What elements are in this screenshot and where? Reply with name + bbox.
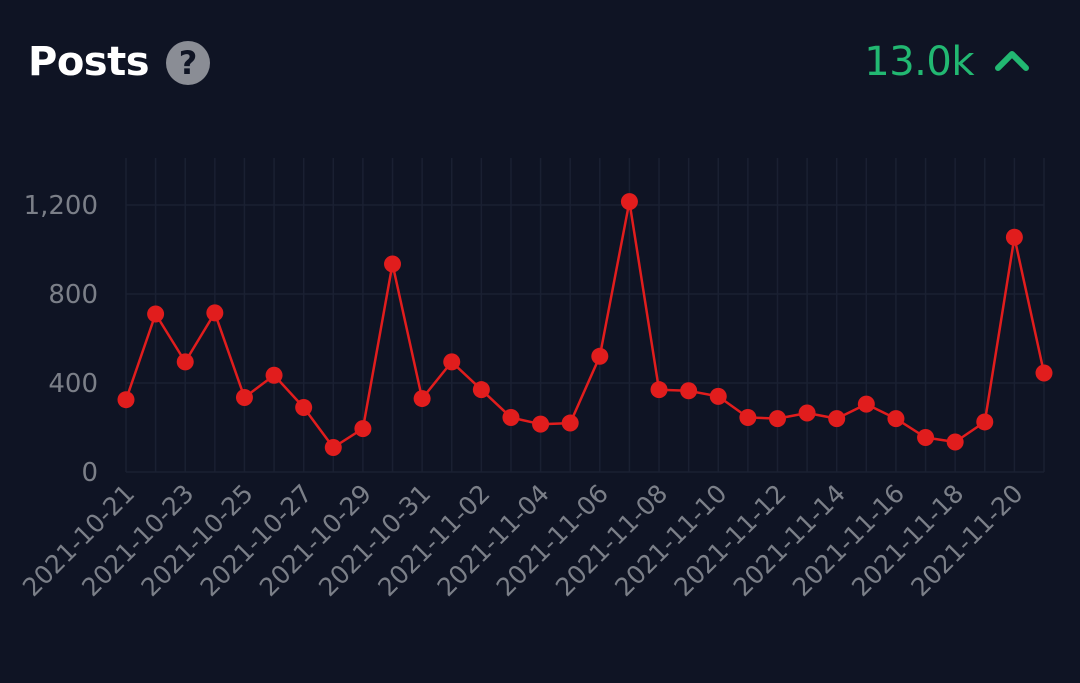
chart-title: Posts <box>28 39 150 85</box>
data-point <box>857 395 875 413</box>
data-point <box>591 347 609 365</box>
data-point <box>324 439 342 457</box>
data-point <box>709 387 727 405</box>
data-point <box>1005 228 1023 246</box>
chart-header: Posts ? 13.0k <box>0 0 1080 130</box>
data-point <box>176 353 194 371</box>
data-point <box>265 366 283 384</box>
data-point <box>768 410 786 428</box>
data-point <box>828 410 846 428</box>
data-point <box>413 390 431 408</box>
data-point <box>680 382 698 400</box>
data-point <box>798 404 816 422</box>
total-count: 13.0k <box>864 39 974 85</box>
data-point <box>1035 364 1053 382</box>
y-tick-label: 400 <box>48 369 98 399</box>
data-point <box>946 433 964 451</box>
chevron-up-icon <box>995 51 1029 71</box>
data-point <box>739 408 757 426</box>
y-tick-label: 0 <box>81 458 98 488</box>
data-point <box>887 410 905 428</box>
data-point <box>561 414 579 432</box>
series-line <box>124 200 1046 449</box>
data-point <box>620 193 638 211</box>
data-point <box>443 353 461 371</box>
data-point <box>472 381 490 399</box>
data-point <box>206 304 224 322</box>
data-point <box>532 415 550 433</box>
y-tick-label: 1,200 <box>24 191 98 221</box>
data-point <box>354 420 372 438</box>
question-mark-icon[interactable]: ? <box>166 41 210 85</box>
data-point <box>976 413 994 431</box>
data-point <box>147 305 165 323</box>
data-point <box>117 391 135 409</box>
data-point <box>384 255 402 273</box>
data-point <box>235 388 253 406</box>
data-point <box>650 381 668 399</box>
data-point <box>917 429 935 447</box>
data-point <box>295 398 313 416</box>
y-tick-label: 800 <box>48 280 98 310</box>
data-point <box>502 408 520 426</box>
